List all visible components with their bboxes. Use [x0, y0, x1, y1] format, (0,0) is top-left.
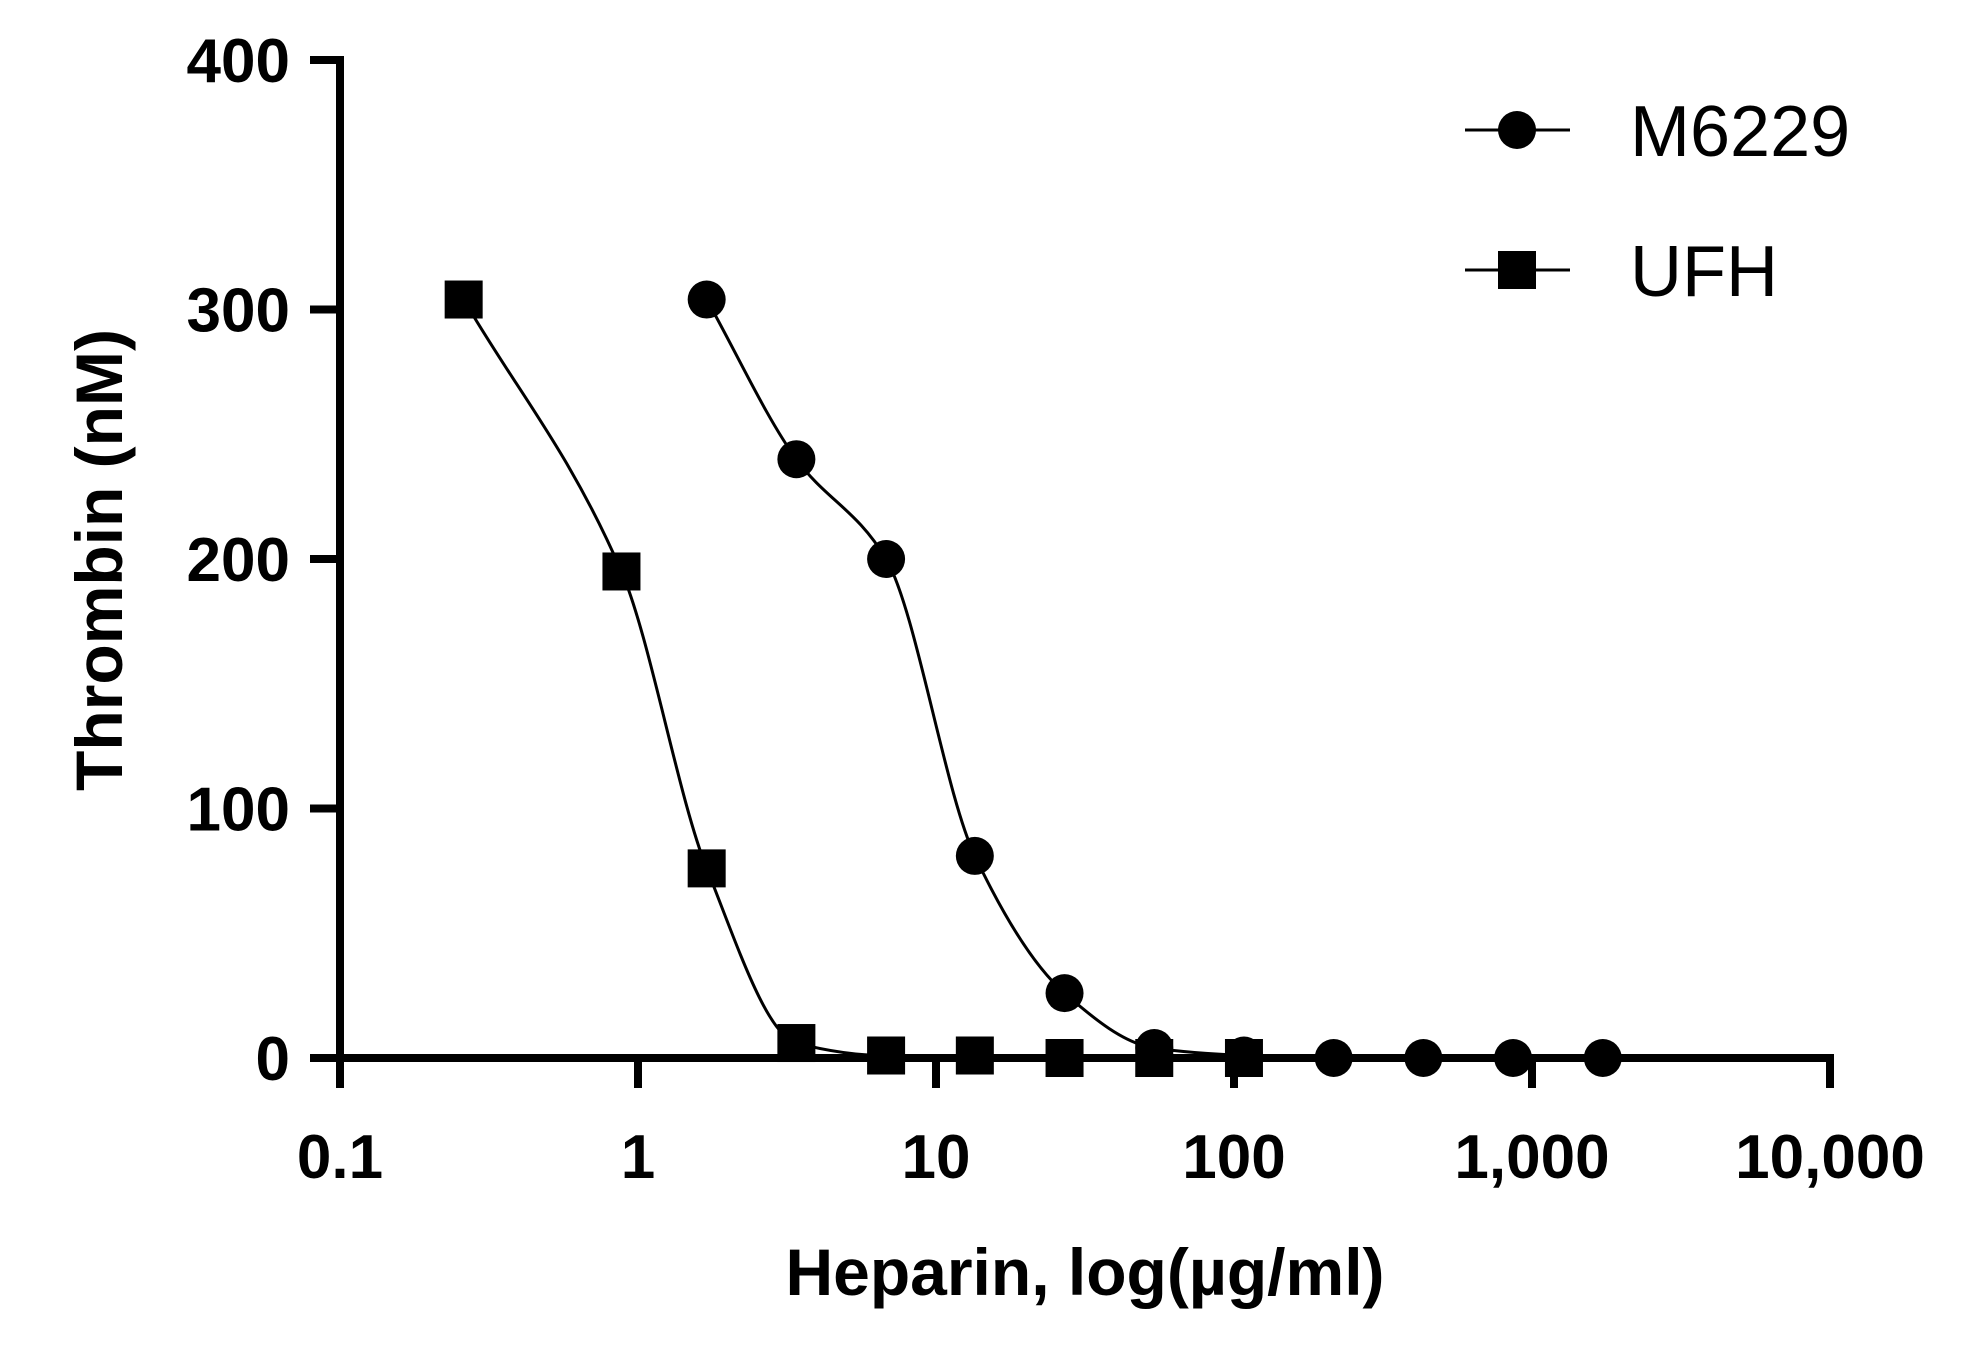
data-point-m6229 [1045, 974, 1084, 1013]
data-point-ufh [602, 552, 641, 591]
data-point-m6229 [1583, 1039, 1622, 1077]
legend-label: UFH [1630, 232, 1778, 312]
fit-curve-m6229 [705, 298, 1334, 1060]
y-tick-label: 0 [256, 1025, 290, 1094]
data-point-m6229 [1314, 1039, 1353, 1077]
legend-label: M6229 [1630, 92, 1850, 172]
x-tick-label: 1,000 [1454, 1123, 1609, 1192]
data-point-ufh [1224, 1039, 1263, 1077]
data-point-m6229 [1404, 1039, 1443, 1077]
x-axis-title: Heparin, log(µg/ml) [785, 1235, 1384, 1309]
fit-curves [462, 298, 1334, 1060]
y-tick-label: 200 [187, 526, 290, 595]
y-tick-label: 400 [187, 27, 290, 96]
x-tick-label: 100 [1182, 1123, 1285, 1192]
data-point-ufh [1045, 1039, 1084, 1077]
x-tick-label: 0.1 [297, 1123, 383, 1192]
data-point-m6229 [955, 836, 994, 875]
data-point-ufh [867, 1036, 906, 1075]
data-point-m6229 [777, 440, 816, 479]
legend-marker-square [1498, 251, 1536, 289]
data-point-ufh [444, 280, 483, 319]
data-point-ufh [777, 1024, 816, 1063]
legend-marker-circle [1498, 111, 1536, 149]
legend: M6229 UFH [1465, 92, 1850, 312]
y-tick-label: 100 [187, 776, 290, 845]
data-point-ufh [687, 849, 726, 888]
data-point-m6229 [687, 280, 726, 319]
y-axis-title: Thrombin (nM) [62, 329, 136, 791]
y-tick-label: 300 [187, 277, 290, 346]
data-point-ufh [955, 1036, 994, 1075]
data-point-ufh [1135, 1039, 1174, 1077]
x-tick-label: 10,000 [1735, 1123, 1925, 1192]
x-tick-label: 10 [902, 1123, 971, 1192]
data-points [444, 280, 1622, 1077]
legend-item-m6229: M6229 [1465, 92, 1850, 172]
fit-curve-ufh [462, 298, 1065, 1060]
data-point-m6229 [867, 540, 906, 578]
axes: 0.1 1 10 100 1,000 10,000 0 100 200 300 400 [187, 27, 1925, 1192]
legend-item-ufh: UFH [1465, 232, 1778, 312]
data-point-m6229 [1494, 1039, 1533, 1077]
x-tick-label: 1 [621, 1123, 655, 1192]
